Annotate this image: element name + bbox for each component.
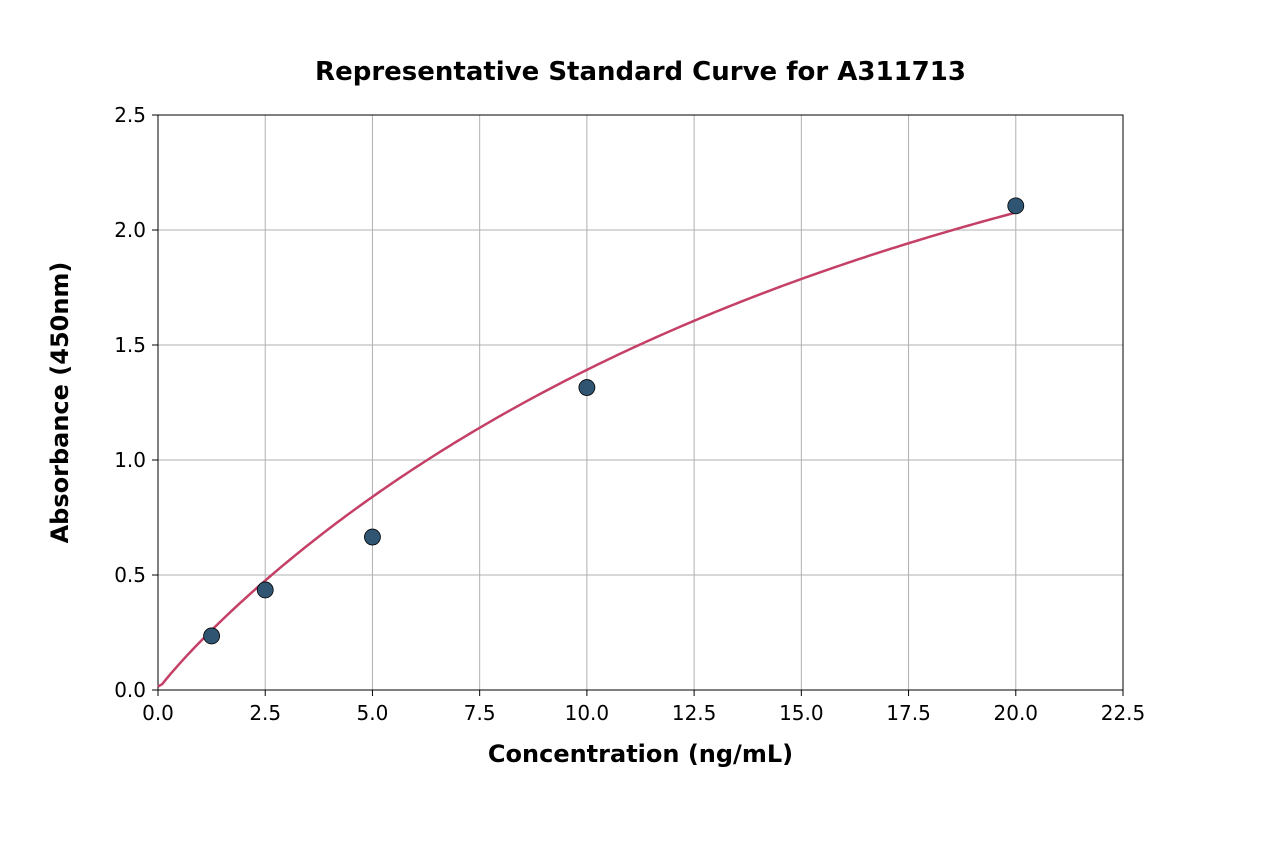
x-tick-label: 0.0 [142,701,174,725]
y-tick-label: 1.0 [114,448,146,472]
y-tick-label: 1.5 [114,333,146,357]
x-tick-label: 2.5 [249,701,281,725]
x-tick-label: 5.0 [357,701,389,725]
x-tick-label: 17.5 [886,701,931,725]
x-tick-label: 10.0 [565,701,610,725]
chart-title: Representative Standard Curve for A31171… [315,57,966,87]
x-tick-label: 7.5 [464,701,496,725]
x-axis-label: Concentration (ng/mL) [488,740,793,768]
data-point [364,529,380,545]
y-axis-label: Absorbance (450nm) [46,262,74,544]
x-tick-label: 12.5 [672,701,717,725]
data-point [579,380,595,396]
chart-svg: 0.0 2.5 5.0 7.5 10.0 12.5 15.0 17.5 20.0 22.5 0.0 0… [0,0,1280,845]
data-point [1008,198,1024,214]
y-tick-label: 0.0 [114,678,146,702]
y-tick-label: 2.0 [114,218,146,242]
x-tick-label: 22.5 [1101,701,1146,725]
data-point [204,628,220,644]
plot-border [158,115,1123,690]
data-point [257,582,273,598]
y-tick-label: 2.5 [114,103,146,127]
x-tick-label: 15.0 [779,701,824,725]
y-tick-label: 0.5 [114,563,146,587]
x-tick-label: 20.0 [994,701,1039,725]
chart-container: 0.0 2.5 5.0 7.5 10.0 12.5 15.0 17.5 20.0 22.5 0.0 0… [0,0,1280,845]
